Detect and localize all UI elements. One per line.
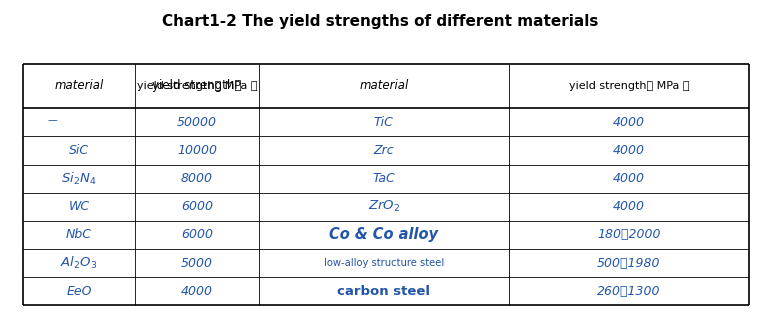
Text: yield strength（ MPa ）: yield strength（ MPa ）: [568, 81, 689, 91]
Text: $\mathit{ZrO_2}$: $\mathit{ZrO_2}$: [368, 199, 400, 214]
Text: Chart1-2 The yield strengths of different materials: Chart1-2 The yield strengths of differen…: [162, 14, 598, 29]
Text: TaC: TaC: [372, 172, 395, 185]
Text: 260～1300: 260～1300: [597, 285, 660, 298]
Text: Zrc: Zrc: [374, 144, 394, 157]
Text: low-alloy structure steel: low-alloy structure steel: [324, 258, 444, 268]
Text: yield strength（: yield strength（: [152, 80, 242, 93]
Text: material: material: [359, 80, 409, 93]
Text: 500～1980: 500～1980: [597, 257, 660, 270]
Text: 180～2000: 180～2000: [597, 228, 660, 241]
Text: —: —: [48, 115, 57, 125]
Text: 4000: 4000: [613, 172, 644, 185]
Text: 5000: 5000: [181, 257, 213, 270]
Text: NbC: NbC: [66, 228, 92, 241]
Text: material: material: [55, 80, 103, 93]
Text: 4000: 4000: [181, 285, 213, 298]
Text: 4000: 4000: [613, 116, 644, 129]
Text: 4000: 4000: [613, 144, 644, 157]
Text: EeO: EeO: [66, 285, 92, 298]
Text: 6000: 6000: [181, 200, 213, 213]
Text: WC: WC: [68, 200, 90, 213]
Text: 6000: 6000: [181, 228, 213, 241]
Text: carbon steel: carbon steel: [337, 285, 430, 298]
Text: 50000: 50000: [177, 116, 217, 129]
Text: $\mathit{Al_2O_3}$: $\mathit{Al_2O_3}$: [61, 255, 98, 271]
Text: 8000: 8000: [181, 172, 213, 185]
Text: TiC: TiC: [374, 116, 394, 129]
Text: SiC: SiC: [69, 144, 89, 157]
Text: 10000: 10000: [177, 144, 217, 157]
Text: 4000: 4000: [613, 200, 644, 213]
Text: yield strength（ MPa ）: yield strength（ MPa ）: [137, 81, 257, 91]
Text: $\mathit{Si_2N_4}$: $\mathit{Si_2N_4}$: [62, 170, 97, 187]
Text: Co & Co alloy: Co & Co alloy: [329, 227, 439, 242]
